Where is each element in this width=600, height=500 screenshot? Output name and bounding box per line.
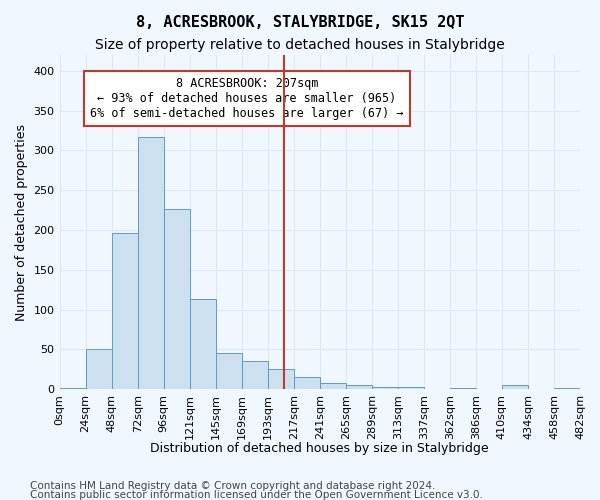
Text: 8, ACRESBROOK, STALYBRIDGE, SK15 2QT: 8, ACRESBROOK, STALYBRIDGE, SK15 2QT [136,15,464,30]
Bar [502,386,528,389]
Text: Contains HM Land Registry data © Crown copyright and database right 2024.: Contains HM Land Registry data © Crown c… [30,481,436,491]
Bar [137,137,164,389]
Text: 8 ACRESBROOK: 207sqm
← 93% of detached houses are smaller (965)
6% of semi-detac: 8 ACRESBROOK: 207sqm ← 93% of detached h… [90,76,404,120]
Bar [164,210,190,389]
Bar [242,362,268,389]
Bar [59,388,86,389]
Bar [450,388,476,389]
Bar [398,387,424,389]
Bar [372,387,398,389]
Bar [190,300,215,389]
Text: Size of property relative to detached houses in Stalybridge: Size of property relative to detached ho… [95,38,505,52]
Y-axis label: Number of detached properties: Number of detached properties [15,124,28,320]
Bar [215,352,242,389]
X-axis label: Distribution of detached houses by size in Stalybridge: Distribution of detached houses by size … [151,442,489,455]
Text: Contains public sector information licensed under the Open Government Licence v3: Contains public sector information licen… [30,490,483,500]
Bar [268,370,294,389]
Bar [86,350,112,389]
Bar [112,234,137,389]
Bar [346,386,372,389]
Bar [294,378,320,389]
Bar [320,383,346,389]
Bar [554,388,580,389]
